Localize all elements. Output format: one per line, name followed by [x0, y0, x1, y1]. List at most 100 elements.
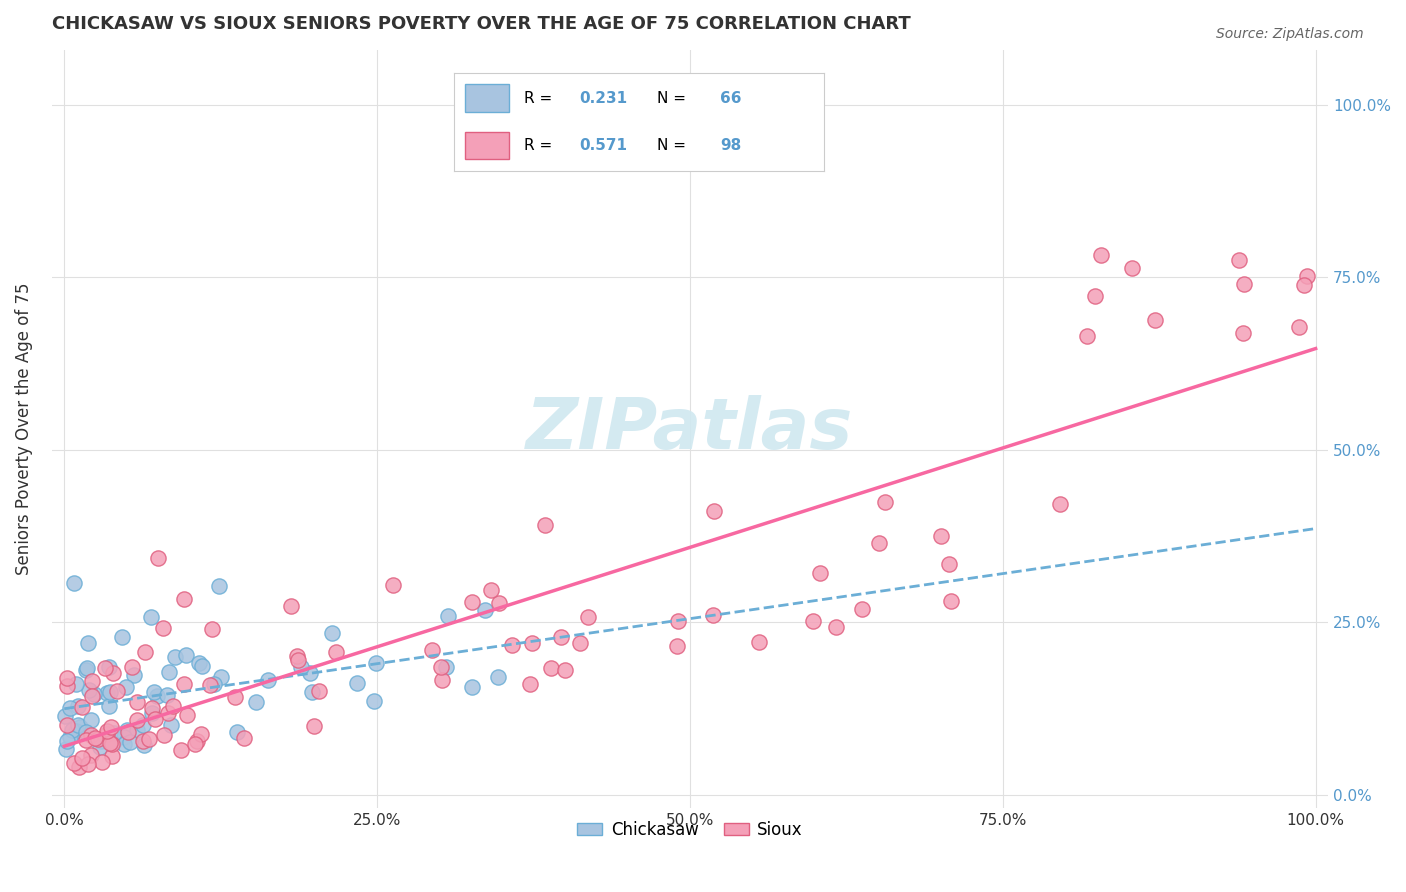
Point [808, 566, 831, 581]
Point [156, 706, 179, 720]
Point [91, 755, 114, 769]
Point [321, 626, 343, 640]
Point [1232, 326, 1254, 340]
Point [346, 676, 368, 690]
Point [60, 723, 83, 737]
Point [488, 596, 510, 610]
Point [540, 661, 562, 675]
Point [173, 677, 195, 691]
Point [665, 639, 688, 653]
Point [461, 595, 484, 609]
Point [96, 686, 118, 700]
Point [162, 699, 184, 714]
Point [55, 742, 77, 756]
Point [430, 659, 453, 673]
Point [56, 679, 79, 693]
Point [208, 579, 231, 593]
Point [156, 688, 179, 702]
Point [124, 668, 146, 682]
Point [70, 751, 93, 765]
Point [533, 518, 555, 533]
Point [1288, 320, 1310, 334]
Point [666, 614, 689, 628]
Point [134, 645, 156, 659]
Point [152, 621, 174, 635]
Point [285, 648, 308, 663]
Point [132, 734, 155, 748]
Point [868, 536, 890, 550]
Point [366, 657, 388, 671]
Point [125, 723, 148, 738]
Point [145, 690, 167, 704]
Point [290, 659, 312, 673]
Point [56, 734, 79, 748]
Point [125, 695, 148, 709]
Point [80, 748, 103, 763]
Point [702, 607, 724, 622]
Point [65, 723, 87, 738]
Point [1296, 268, 1319, 283]
Point [114, 737, 136, 751]
Point [430, 673, 453, 687]
Point [190, 727, 212, 741]
Point [67, 699, 90, 714]
Point [225, 724, 247, 739]
Point [298, 665, 321, 680]
Point [80, 713, 103, 727]
Point [173, 591, 195, 606]
Point [486, 670, 509, 684]
Point [77, 757, 100, 772]
Point [67, 717, 90, 731]
Point [100, 720, 122, 734]
Point [481, 583, 503, 598]
Point [98, 699, 121, 714]
Point [1233, 277, 1256, 292]
Point [302, 719, 325, 733]
Point [75, 725, 97, 739]
Point [363, 694, 385, 708]
Point [170, 743, 193, 757]
Point [138, 732, 160, 747]
Point [70, 699, 93, 714]
Point [62, 756, 84, 770]
Point [82, 689, 104, 703]
Point [53, 709, 76, 723]
Point [100, 737, 122, 751]
Point [142, 684, 165, 698]
Point [77, 635, 100, 649]
Point [59, 730, 82, 744]
Point [748, 634, 770, 648]
Point [98, 736, 121, 750]
Text: Source: ZipAtlas.com: Source: ZipAtlas.com [1216, 27, 1364, 41]
Point [117, 725, 139, 739]
Point [59, 700, 82, 714]
Point [115, 681, 138, 695]
Point [105, 684, 128, 698]
Point [111, 630, 134, 644]
Point [56, 671, 79, 685]
Point [825, 620, 848, 634]
Point [80, 673, 103, 688]
Point [87, 731, 110, 746]
Point [202, 677, 225, 691]
Point [115, 723, 138, 738]
Point [301, 685, 323, 699]
Point [703, 504, 725, 518]
Point [1292, 277, 1315, 292]
Point [146, 550, 169, 565]
Point [1084, 289, 1107, 303]
Y-axis label: Seniors Poverty Over the Age of 75: Seniors Poverty Over the Age of 75 [15, 283, 32, 575]
Point [434, 660, 457, 674]
Point [1076, 329, 1098, 343]
Point [163, 649, 186, 664]
Point [94, 661, 117, 675]
Text: ZIPatlas: ZIPatlas [526, 394, 853, 464]
Point [188, 656, 211, 670]
Point [851, 602, 873, 616]
Point [1227, 253, 1250, 268]
Point [1049, 497, 1071, 511]
Point [420, 643, 443, 657]
Point [939, 593, 962, 607]
Point [176, 708, 198, 723]
Point [96, 724, 118, 739]
